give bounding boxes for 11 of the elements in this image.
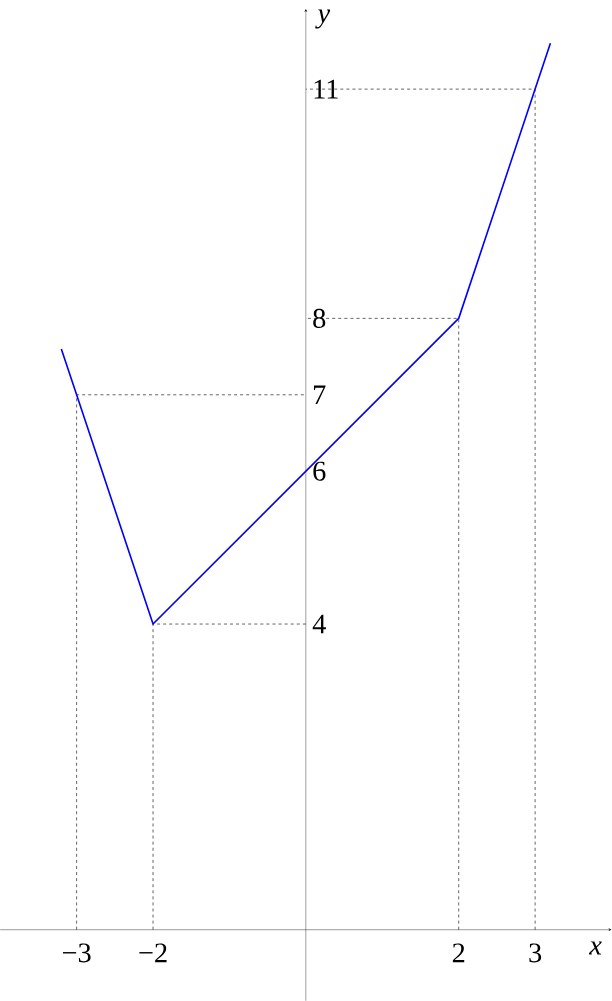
y-axis-title: y (315, 9, 331, 29)
y-tick-label: 8 (313, 308, 326, 328)
y-tick-label: 11 (314, 79, 338, 99)
y-tick-label: 6 (313, 461, 326, 481)
x-axis-title: x (589, 941, 602, 955)
x-tick-label: −2 (139, 943, 167, 963)
y-tick-label: 4 (312, 614, 326, 634)
y-tick-label: 7 (314, 385, 326, 405)
x-tick-label: 3 (529, 943, 542, 963)
x-tick-label: −3 (63, 943, 91, 963)
x-tick-label: 2 (452, 943, 465, 963)
